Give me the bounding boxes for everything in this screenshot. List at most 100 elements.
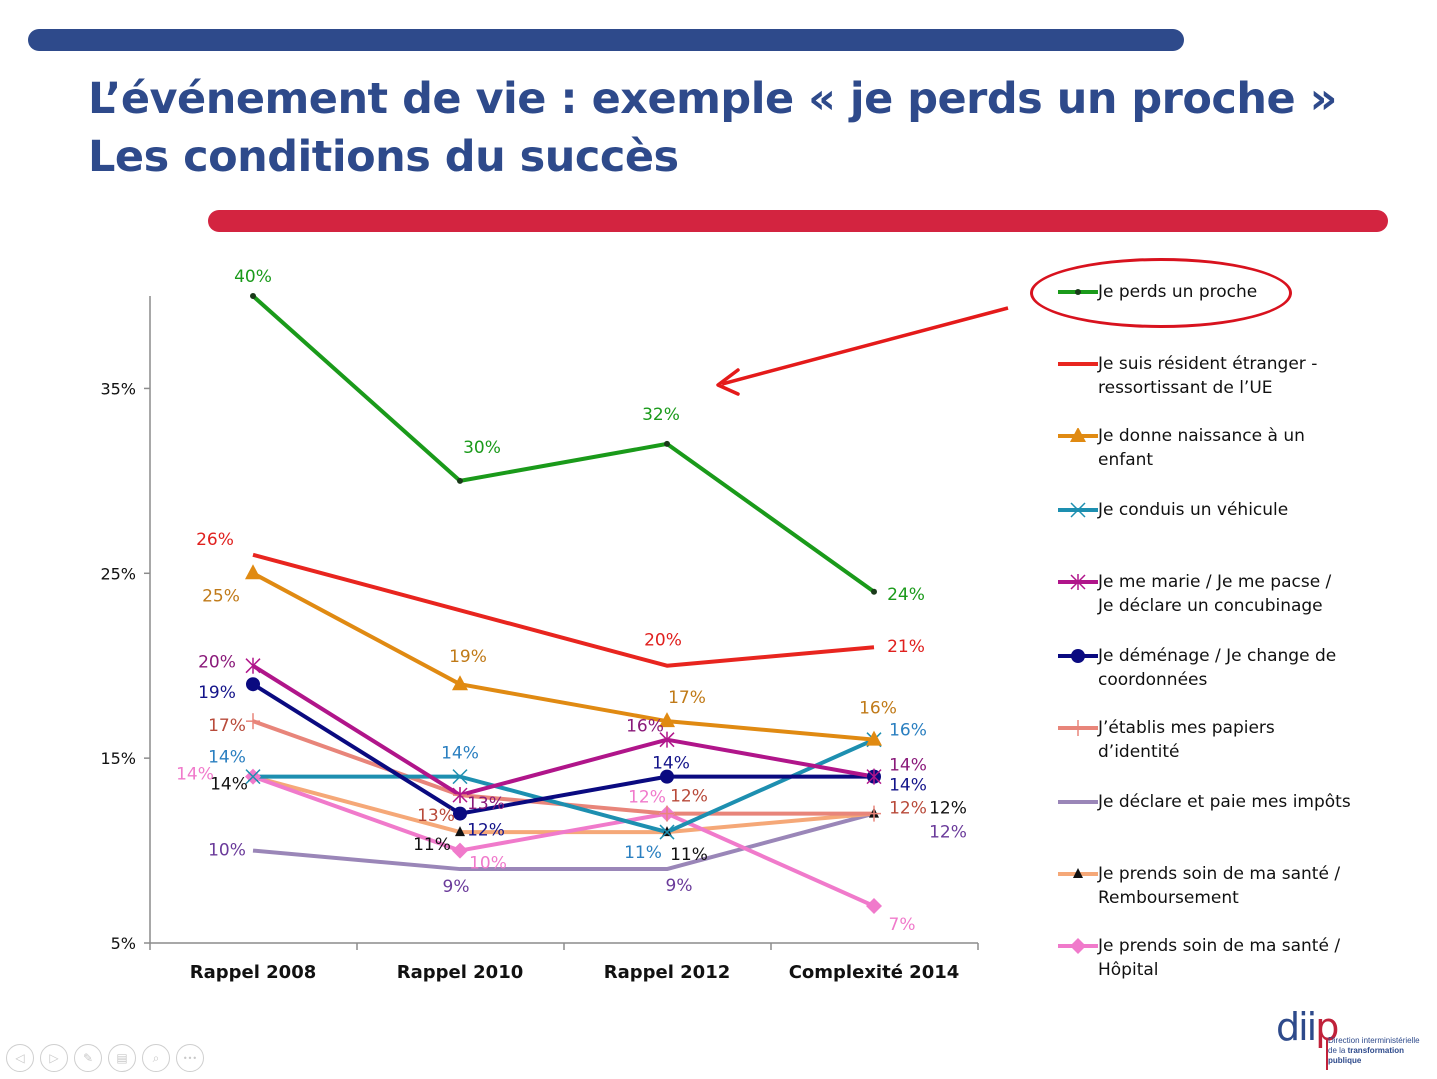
data-label: 11%	[413, 835, 451, 855]
data-point-marker	[664, 440, 670, 447]
header-accent-bar-red	[208, 210, 1388, 232]
data-point-marker	[867, 805, 881, 822]
data-label: 32%	[642, 405, 680, 425]
data-label: 40%	[234, 267, 272, 287]
pen-icon: ✎	[82, 1051, 94, 1065]
legend-label: Je suis résident étranger - ressortissan…	[1098, 354, 1318, 398]
data-label: 25%	[202, 586, 240, 606]
series-line-3	[253, 737, 875, 835]
diitp-logo: diip Direction interministérielle de la …	[1276, 1008, 1426, 1072]
legend-swatch-icon	[1058, 649, 1098, 663]
data-point-marker	[245, 657, 261, 674]
legend-label: Je déclare et paie mes impôts	[1098, 792, 1351, 812]
legend-swatch-icon	[1058, 938, 1098, 954]
series-line-9	[252, 774, 875, 908]
more-options-button[interactable]: •••	[176, 1044, 204, 1072]
legend-label: Je prends soin de ma santé / Rembourseme…	[1098, 864, 1341, 908]
legend-label: Je déménage / Je change de coordonnées	[1098, 646, 1337, 690]
x-tick-label: Rappel 2008	[190, 962, 317, 983]
data-label: 12%	[670, 787, 708, 807]
data-label: 19%	[198, 683, 236, 703]
legend-item: Je donne naissance à un enfant	[1058, 424, 1398, 472]
logo-divider	[1326, 1038, 1328, 1070]
more-icon: •••	[182, 1053, 198, 1063]
marker-stroke	[1070, 502, 1086, 518]
y-tick-label: 35%	[100, 379, 136, 398]
data-label: 16%	[889, 721, 927, 741]
previous-icon: ◁	[15, 1051, 25, 1065]
logo-text-line-2-bold: transformation	[1347, 1046, 1405, 1055]
legend-item: Je me marie / Je me pacse / Je déclare u…	[1058, 570, 1398, 618]
data-label: 14%	[889, 756, 927, 776]
data-point-marker	[245, 769, 261, 785]
data-label: 24%	[887, 585, 925, 605]
data-point-marker	[660, 769, 674, 784]
data-label: 14%	[889, 776, 927, 796]
data-label: 11%	[670, 845, 708, 865]
legend-swatch-icon	[1058, 574, 1098, 590]
data-point-marker	[1070, 428, 1086, 442]
data-point-marker	[1075, 289, 1081, 295]
legend-item: Je prends soin de ma santé / Hôpital	[1058, 934, 1398, 982]
legend-label: Je donne naissance à un enfant	[1098, 426, 1305, 470]
data-point-marker	[452, 842, 468, 859]
data-point-marker	[455, 826, 465, 837]
data-label: 14%	[210, 775, 248, 795]
data-label: 16%	[626, 717, 664, 737]
highlight-ellipse	[1030, 258, 1292, 328]
zoom-button[interactable]: ⌕	[142, 1044, 170, 1072]
data-point-marker	[457, 477, 463, 484]
previous-slide-button[interactable]: ◁	[6, 1044, 34, 1072]
legend-swatch-icon	[1058, 502, 1098, 518]
data-label: 30%	[463, 438, 501, 458]
legend-label: J’établis mes papiers d’identité	[1098, 718, 1275, 762]
slide-title-line-1: L’événement de vie : exemple « je perds …	[88, 74, 1337, 124]
data-point-marker	[452, 769, 468, 785]
x-tick-label: Rappel 2012	[604, 962, 731, 983]
data-point-marker	[660, 805, 674, 822]
logo-text: Direction interministérielle de la trans…	[1328, 1036, 1420, 1066]
data-point-marker	[452, 787, 468, 804]
legend-swatch-icon	[1058, 868, 1098, 878]
logo-text-line-2-prefix: de la	[1328, 1046, 1348, 1055]
data-point-marker	[1071, 720, 1085, 736]
legend-swatch-icon	[1058, 720, 1098, 736]
data-label: 13%	[467, 794, 505, 814]
data-label: 7%	[889, 915, 916, 935]
data-label: 14%	[441, 744, 479, 764]
data-label: 12%	[929, 799, 967, 819]
legend-swatch-icon	[1058, 362, 1098, 366]
logo-text-line-2: de la transformation	[1328, 1046, 1420, 1056]
data-point-marker	[866, 898, 882, 915]
data-label: 20%	[644, 631, 682, 651]
data-point-marker	[659, 712, 675, 728]
header-accent-bar-blue	[28, 29, 1184, 51]
legend-item: J’établis mes papiers d’identité	[1058, 716, 1398, 764]
pen-tool-button[interactable]: ✎	[74, 1044, 102, 1072]
data-point-marker	[453, 806, 467, 821]
data-label: 9%	[666, 876, 693, 896]
legend-swatch-icon	[1058, 289, 1098, 295]
data-label: 21%	[887, 637, 925, 657]
series-line-1	[252, 552, 875, 668]
data-point-marker	[1071, 649, 1085, 663]
next-icon: ▷	[49, 1051, 59, 1065]
next-slide-button[interactable]: ▷	[40, 1044, 68, 1072]
data-label: 12%	[929, 823, 967, 843]
data-point-marker	[250, 293, 256, 299]
data-label: 12%	[467, 821, 505, 841]
legend-label: Je conduis un véhicule	[1098, 500, 1289, 520]
presentation-nav: ◁ ▷ ✎ ▤ ⌕ •••	[6, 1044, 204, 1072]
logo-text-line-3: publique	[1328, 1056, 1362, 1065]
series-line-4	[251, 664, 875, 798]
slide-sorter-button[interactable]: ▤	[108, 1044, 136, 1072]
data-label: 14%	[652, 754, 690, 774]
legend-item: Je prends soin de ma santé / Rembourseme…	[1058, 862, 1398, 910]
data-point-marker	[871, 588, 877, 595]
data-label: 11%	[624, 843, 662, 863]
data-point-marker	[1070, 502, 1086, 518]
data-label: 10%	[469, 854, 507, 874]
data-point-marker	[659, 731, 675, 748]
data-point-marker	[866, 768, 882, 785]
